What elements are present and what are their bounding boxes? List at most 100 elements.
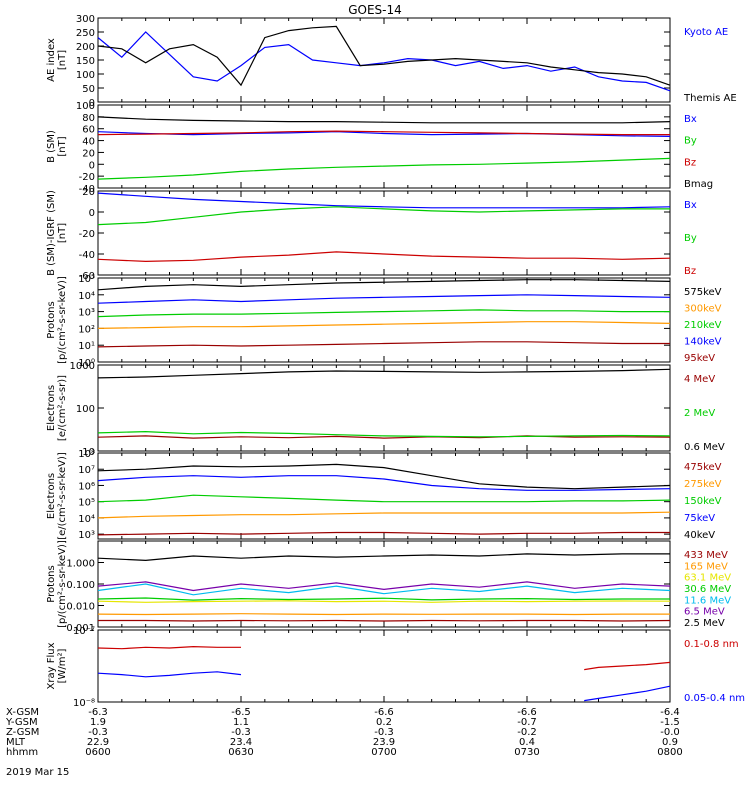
- y-axis-label: Electrons[e/(cm²-s-sr)]: [46, 375, 68, 441]
- series-line-475kev: [97, 531, 670, 536]
- series-line-6-5-mev: [97, 581, 671, 592]
- legend-label: 275keV: [684, 479, 722, 490]
- ephemeris-table: X-GSMY-GSMZ-GSMMLThhmm-6.31.9-0.322.9060…: [5, 707, 683, 758]
- legend-label: Bmag: [684, 179, 713, 190]
- y-tick-label: 10²: [78, 324, 95, 335]
- y-tick-label: 100: [76, 101, 95, 112]
- series-line-2-mev: [97, 430, 671, 438]
- y-tick-label: 100: [76, 404, 95, 415]
- series-line-300kev: [97, 321, 671, 329]
- ephemeris-value: -6.3: [88, 707, 108, 718]
- y-tick-label: 10¹: [78, 341, 95, 352]
- ephemeris-value: 1.1: [233, 717, 249, 728]
- y-tick-label: 300: [76, 14, 95, 25]
- panel-2: -60 -40 -20 0 20 B (SM)-IGRF (SM)[nT] Bx By Bz: [46, 187, 697, 282]
- panel-7: 10⁻⁸ 10⁻⁷ Xray Flux[W/m²] 0.1-0.8 nm 0.05-0.…: [46, 626, 745, 709]
- y-tick-label: 200: [76, 42, 95, 53]
- y-tick-label: -20: [79, 229, 95, 240]
- ephemeris-value: 0730: [514, 747, 539, 758]
- ephemeris-value: 0.2: [376, 717, 392, 728]
- legend-label: 95keV: [684, 353, 715, 364]
- y-tick-label: 0: [89, 208, 95, 219]
- series-line-0-05-0-4-nm: [584, 685, 671, 702]
- y-tick-label: 0: [89, 98, 95, 109]
- y-axis-label: Electrons[e/(cm²-s-sr-keV)]: [46, 452, 68, 540]
- legend-label: 6.5 MeV: [684, 607, 725, 618]
- legend-label: 0.6 MeV: [684, 442, 725, 453]
- y-tick-label: 10³: [78, 308, 95, 319]
- y-tick-label: 10³: [78, 530, 95, 541]
- y-axis-label: Protons[p/(cm²-s-sr-keV)]: [46, 276, 68, 364]
- ephemeris-value: -0.3: [88, 727, 108, 738]
- y-tick-label: 10⁴: [78, 291, 95, 302]
- ephemeris-value: -0.3: [231, 727, 251, 738]
- ephemeris-value: -1.5: [660, 717, 680, 728]
- ephemeris-value: 23.9: [373, 737, 395, 748]
- series-line-by: [97, 157, 671, 180]
- y-tick-label: 10: [82, 447, 95, 458]
- legend-label: Bx: [684, 200, 697, 211]
- y-tick-label: -20: [79, 172, 95, 183]
- legend-label: Bz: [684, 266, 696, 277]
- panel-frame: [97, 190, 671, 276]
- y-tick-label: 10⁶: [78, 481, 95, 492]
- ephemeris-value: 23.4: [230, 737, 252, 748]
- panel-frame: [97, 629, 671, 703]
- y-tick-label: 20: [82, 187, 95, 198]
- y-tick-label: 1000: [70, 361, 95, 372]
- series-line-kyoto-ae: [97, 31, 671, 92]
- legend-label: 2.5 MeV: [684, 618, 725, 629]
- chart-title: GOES-14: [348, 3, 402, 17]
- y-axis-label: Protons[p/(cm²-s-sr-keV)]: [46, 540, 68, 628]
- series-line-0-1-0-8-nm: [584, 661, 671, 671]
- series-line-0-1-0-8-nm: [97, 645, 241, 650]
- panel-3: 10⁰ 10¹ 10² 10³ 10⁴ 10⁵ Protons[p/(cm²-s-sr-ke…: [46, 274, 722, 369]
- y-tick-label: 0: [89, 160, 95, 171]
- y-tick-label: 50: [82, 84, 95, 95]
- y-tick-label: 0.001: [66, 623, 95, 634]
- y-tick-label: 80: [82, 113, 95, 124]
- legend-label: Bz: [684, 157, 696, 168]
- ephemeris-value: -6.5: [231, 707, 251, 718]
- ephemeris-value: -0.3: [374, 727, 394, 738]
- series-line-4-mev: [97, 435, 671, 439]
- legend-label: 475keV: [684, 462, 722, 473]
- legend-label: 210keV: [684, 320, 722, 331]
- series-line-by: [97, 206, 670, 226]
- series-line-themis-ae: [97, 25, 671, 87]
- panel-0: 0 50 100 150 200 250 300 AE index[nT] Kyoto AE Th…: [46, 14, 737, 109]
- legend-label: Themis AE: [683, 93, 737, 104]
- legend-label: 75keV: [684, 513, 715, 524]
- series-line-0-05-0-4-nm: [97, 671, 242, 678]
- ephemeris-value: 0800: [657, 747, 682, 758]
- y-tick-label: 10⁰: [78, 358, 95, 369]
- legend-label: 63.1 MeV: [684, 573, 731, 584]
- legend-label: 150keV: [684, 496, 722, 507]
- legend-label: 433 MeV: [684, 550, 728, 561]
- series-line-150kev: [97, 494, 671, 503]
- series-line-30-6-mev: [97, 597, 670, 601]
- series-line-165-mev: [97, 613, 670, 616]
- ephemeris-value: 0600: [85, 747, 110, 758]
- y-tick-label: 10⁴: [78, 514, 95, 525]
- y-tick-label: 10⁵: [78, 498, 95, 509]
- ephemeris-value: 0630: [228, 747, 253, 758]
- legend-label: Kyoto AE: [684, 27, 728, 38]
- y-tick-label: -40: [79, 250, 95, 261]
- y-tick-label: -40: [79, 184, 95, 195]
- series-line-433-mev: [98, 619, 671, 622]
- series-line-bz: [97, 130, 670, 136]
- ephemeris-value: 0.9: [662, 737, 678, 748]
- panel-6: 0.001 0.010 0.100 1.000Protons[p/(cm²-s-sr-…: [46, 540, 731, 634]
- legend-label: Bx: [684, 114, 697, 125]
- panel-5: 10³ 10⁴ 10⁵ 10⁶ 10⁷ 10⁸ Electrons[e/(cm²-s-sr-…: [46, 449, 722, 541]
- legend-label: 2 MeV: [684, 408, 715, 419]
- y-tick-label: -60: [79, 271, 95, 282]
- legend-label: 11.6 MeV: [684, 595, 731, 606]
- y-tick-label: 20: [82, 148, 95, 159]
- y-tick-label: 60: [82, 125, 95, 136]
- series-line-0-6-mev: [97, 368, 671, 379]
